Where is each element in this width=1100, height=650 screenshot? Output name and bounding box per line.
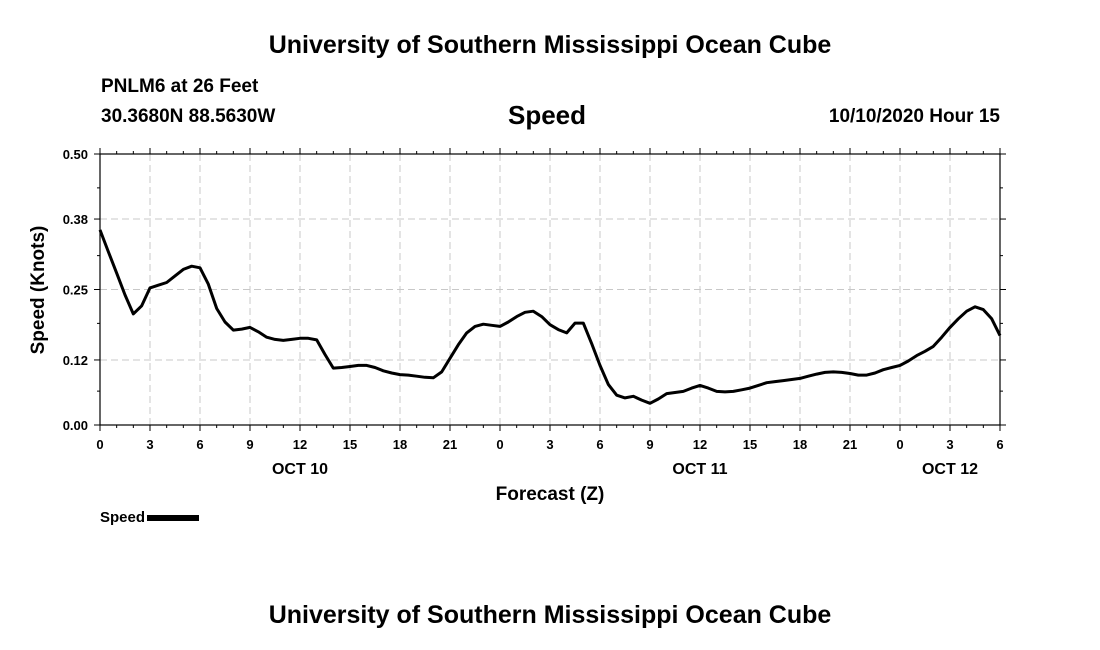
page-title-bottom: University of Southern Mississippi Ocean… [268,601,832,629]
label-layer: 0.00 0.12 0.25 0.38 0.50 0 3 6 9 12 15 18 21 0 3 6 9 12 15… [63,147,1004,478]
y-tick-label: 0.00 [63,418,88,433]
x-tick-label: 3 [546,437,553,452]
x-tick-label: 21 [843,437,857,452]
station-label: PNLM6 at 26 Feet [101,76,259,97]
x-tick-label: 18 [793,437,807,452]
x-tick-label: 12 [693,437,707,452]
x-tick-label: 0 [496,437,503,452]
y-tick-label: 0.38 [63,212,88,227]
x-tick-label: 15 [743,437,757,452]
x-tick-label: 3 [946,437,953,452]
y-tick-label: 0.25 [63,283,88,298]
x-axis-label: Forecast (Z) [496,484,605,505]
day-label: OCT 12 [922,461,978,478]
coordinates-label: 30.3680N 88.5630W [101,106,276,127]
datetime-label: 10/10/2020 Hour 15 [828,106,1000,127]
chart-title: Speed [508,100,587,130]
grid-layer [100,154,1000,425]
x-tick-label: 6 [196,437,203,452]
y-axis-label: Speed (Knots) [28,226,49,355]
day-label: OCT 11 [672,461,727,478]
y-tick-label: 0.12 [63,353,88,368]
day-label: OCT 10 [272,461,328,478]
x-tick-label: 0 [96,437,103,452]
tick-layer [94,148,1006,431]
page-title-top: University of Southern Mississippi Ocean… [268,31,832,59]
x-tick-label: 6 [996,437,1003,452]
x-tick-label: 18 [393,437,407,452]
legend: Speed [100,509,200,526]
legend-swatch-speed [147,515,200,522]
legend-label-speed: Speed [100,509,146,526]
x-tick-label: 9 [246,437,253,452]
x-tick-label: 6 [596,437,603,452]
speed-series-line [98,229,1002,405]
x-tick-label: 3 [146,437,153,452]
x-tick-label: 0 [896,437,903,452]
x-tick-label: 9 [646,437,653,452]
y-tick-label: 0.50 [63,147,88,162]
x-tick-label: 12 [293,437,307,452]
x-tick-label: 21 [443,437,457,452]
x-tick-label: 15 [343,437,357,452]
